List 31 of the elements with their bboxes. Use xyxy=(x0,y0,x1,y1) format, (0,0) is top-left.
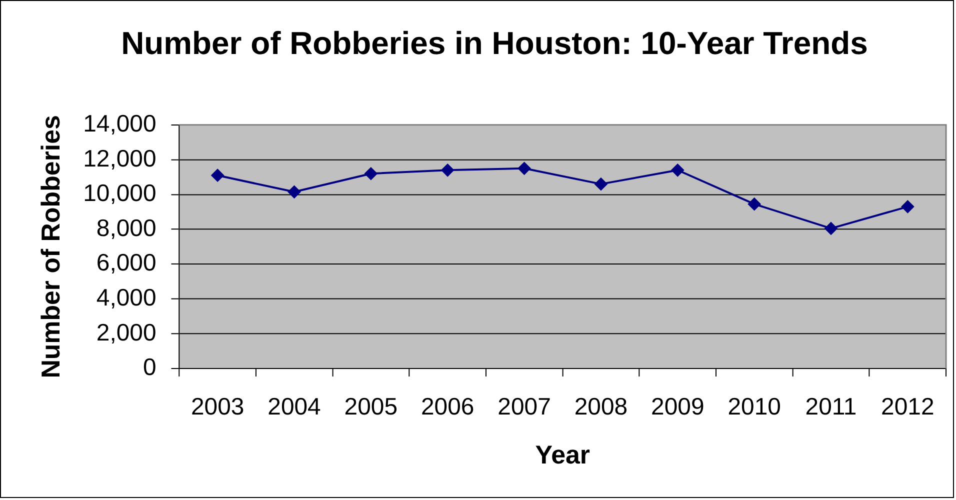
x-tick-label: 2008 xyxy=(574,393,628,420)
x-tick-label: 2009 xyxy=(651,393,704,420)
point xyxy=(211,168,224,182)
x-tick-label: 2011 xyxy=(805,393,857,420)
chart-title: Number of Robberies in Houston: 10-Year Trends xyxy=(121,24,868,61)
x-tick-label: 2003 xyxy=(190,393,244,420)
y-tick-label: 0 xyxy=(142,354,156,382)
point xyxy=(594,178,608,191)
point xyxy=(748,198,761,211)
y-tick-label: 14,000 xyxy=(83,110,156,138)
x-tick-label: 2012 xyxy=(881,393,934,420)
x-tick-label: 2004 xyxy=(268,393,321,420)
point xyxy=(288,185,301,198)
point xyxy=(518,162,531,175)
y-tick-label: 10,000 xyxy=(83,180,156,208)
point xyxy=(364,167,378,180)
y-tick-label: 4,000 xyxy=(96,284,156,312)
x-tick-label: 2005 xyxy=(344,393,398,420)
point xyxy=(901,200,914,214)
point xyxy=(671,164,684,177)
y-tick-label: 6,000 xyxy=(96,250,156,277)
x-tick-label: 2010 xyxy=(728,393,781,420)
point xyxy=(441,164,454,177)
y-tick-label: 2,000 xyxy=(96,319,156,346)
x-tick-label: 2007 xyxy=(498,393,551,420)
y-tick-label: 12,000 xyxy=(83,145,156,172)
point xyxy=(824,222,838,235)
y-axis-title: Number of Robberies xyxy=(38,115,66,378)
x-tick-label: 2006 xyxy=(420,393,474,420)
x-axis-title: Year xyxy=(535,442,590,470)
y-tick-label: 8,000 xyxy=(96,214,156,242)
